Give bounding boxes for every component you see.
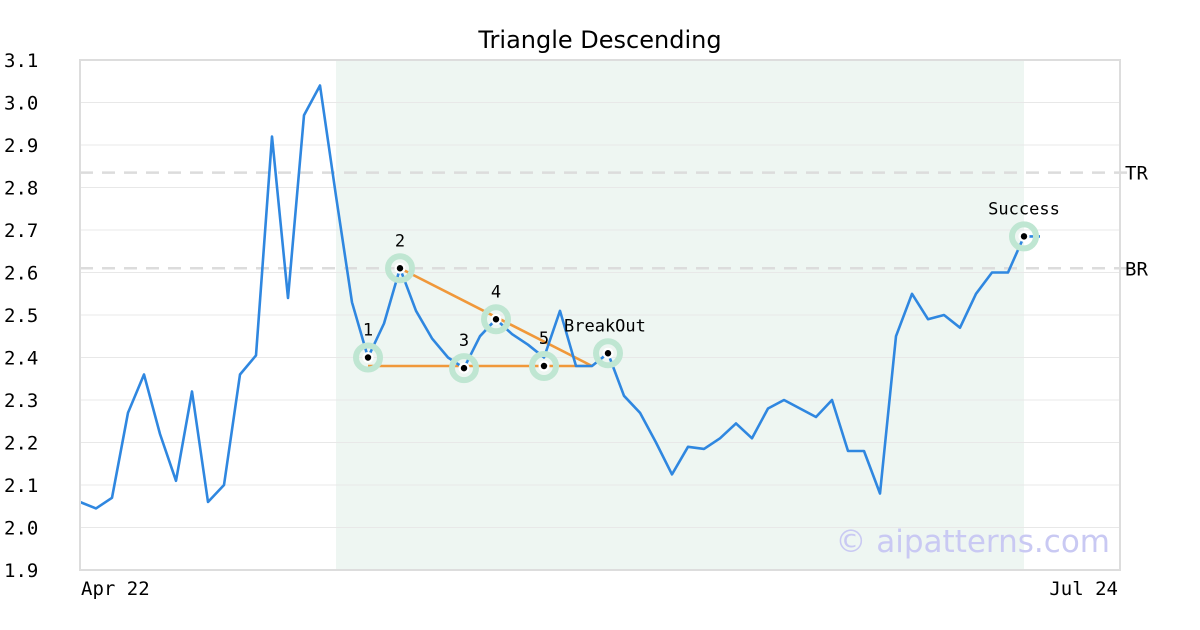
- pattern-point-halo: [385, 253, 415, 284]
- pattern-point-halo: [529, 351, 559, 381]
- pattern-point-label: BreakOut: [564, 316, 646, 336]
- pattern-point-label: Success: [988, 199, 1060, 219]
- pattern-point-halo: [481, 304, 511, 335]
- pattern-point-label: 3: [459, 331, 469, 351]
- y-tick-label: 2.5: [4, 305, 38, 327]
- pattern-point-success: Success: [988, 199, 1060, 252]
- pattern-point-label: 1: [363, 321, 373, 341]
- pattern-point-dot: [604, 350, 612, 357]
- pattern-point-dot: [540, 362, 548, 370]
- pattern-point-dot: [1020, 233, 1028, 240]
- pattern-point-1: 1: [353, 321, 383, 373]
- pattern-point-dot: [460, 364, 468, 372]
- level-lines: TR BR: [80, 163, 1148, 280]
- pattern-point-label: 4: [491, 282, 501, 302]
- pattern-point-dot: [364, 354, 372, 361]
- pattern-point-halo: [1009, 221, 1039, 252]
- chart-title: Triangle Descending: [477, 26, 721, 54]
- pattern-point-dot: [396, 265, 404, 272]
- pattern-point-label: 5: [539, 329, 549, 349]
- x-tick-label: Apr 22: [81, 578, 150, 600]
- y-tick-label: 2.3: [4, 390, 38, 412]
- pattern-point-label: 2: [395, 231, 405, 251]
- y-tick-label: 1.9: [4, 560, 38, 582]
- pattern-point-halo: [593, 338, 623, 369]
- y-tick-label: 2.2: [4, 433, 38, 455]
- pattern-point-breakout: BreakOut: [564, 316, 646, 369]
- pattern-point-5: 5: [529, 329, 559, 381]
- price-line: [79, 84, 1040, 510]
- level-label-br: BR: [1125, 258, 1148, 280]
- watermark: © aipatterns.com: [835, 524, 1110, 560]
- pattern-point-halo: [449, 353, 479, 384]
- y-tick-label: 2.0: [4, 518, 38, 540]
- plot-frame: [79, 59, 1121, 571]
- y-axis-ticks: 1.9 2.0 2.1 2.2 2.3 2.4 2.5 2.6 2.7 2.8 2.9 3.0 3.1: [4, 50, 38, 582]
- pattern-point-halo: [353, 342, 383, 373]
- y-tick-label: 2.7: [4, 220, 38, 242]
- y-tick-label: 3.1: [4, 50, 38, 72]
- pattern-point-2: 2: [385, 231, 415, 284]
- y-tick-label: 2.1: [4, 475, 38, 497]
- y-tick-label: 2.4: [4, 348, 38, 370]
- pattern-point-3: 3: [449, 331, 479, 384]
- level-label-tr: TR: [1125, 163, 1148, 185]
- y-tick-label: 2.9: [4, 135, 38, 157]
- pattern-point-4: 4: [481, 282, 511, 335]
- x-tick-label: Jul 24: [1049, 578, 1118, 600]
- x-axis-ticks: Apr 22 Jul 24: [81, 578, 1118, 600]
- pattern-points: 1 2 3 4 5 BreakOut Success: [353, 199, 1060, 384]
- y-tick-label: 2.8: [4, 178, 38, 200]
- y-tick-label: 3.0: [4, 93, 38, 115]
- y-tick-label: 2.6: [4, 263, 38, 285]
- pattern-point-dot: [492, 316, 500, 323]
